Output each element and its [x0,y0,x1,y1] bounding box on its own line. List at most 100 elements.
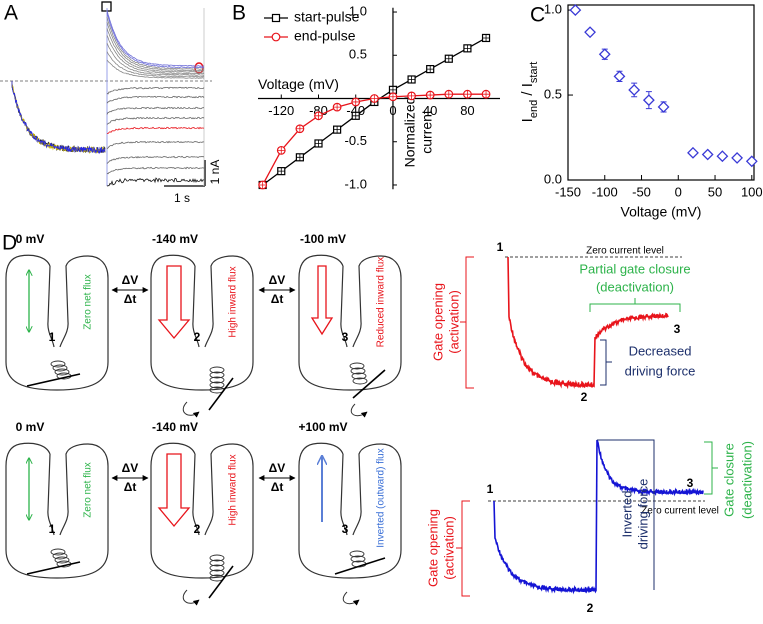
transition-label: ΔV [122,461,139,475]
legend-label: end-pulse [294,28,356,44]
trace [106,59,205,79]
y-axis-label: Iend / Istart [519,62,540,123]
y-tick-label: -0.5 [345,133,367,148]
gate-label: (deactivation) [596,279,674,294]
x-tick-label: 100 [741,184,763,199]
legend-label: start-pulse [294,9,360,25]
x-tick-label: -120 [268,103,294,118]
x-tick-label: -40 [346,103,365,118]
marker-cross [351,98,360,106]
marker-cross [426,91,434,99]
x-tick-label: 0 [389,103,396,118]
panel-label: D [2,232,17,255]
channel: 0 mV Zero net flux 1 [6,232,108,390]
transition-label: Δt [271,292,284,306]
trace [106,9,205,67]
flux-label: Reduced inward flux [376,257,387,348]
marker-cross [463,44,471,52]
marker-cross [407,92,416,100]
trace [106,21,204,72]
marker-cross [296,124,304,133]
state-label: 1 [487,482,494,496]
transition-label: Δt [271,480,284,494]
trace [106,140,205,149]
state-label: 1 [49,330,56,344]
driving-label: Decreased [629,343,692,358]
panel-label: C [530,4,545,27]
current-trace [507,256,669,390]
opening-label: (activation) [441,516,456,580]
transition-label: Δt [124,480,137,494]
gate-label: Partial gate closure [579,261,690,276]
x-axis-label: Voltage (mV) [258,76,339,92]
state-label: 2 [581,390,588,404]
marker-cross [408,75,416,83]
flux-label: High inward flux [228,266,239,337]
state-label: 3 [674,322,681,336]
marker-cross [463,90,472,98]
data-point [569,4,582,17]
voltage-label: +100 mV [298,420,347,434]
driving-label: driving force [635,479,650,550]
trace [106,177,205,187]
voltage-label: 0 mV [16,232,45,246]
channel: 0 mV Zero net flux 1 [6,420,108,578]
trace [106,95,205,104]
trace [106,28,205,73]
trace [106,86,205,95]
trace [11,81,106,154]
voltage-label: 0 mV [16,420,45,434]
data-point [584,26,596,39]
marker-cross [277,167,285,175]
driving-label: driving force [625,363,696,378]
marker-cross [389,86,397,94]
flux-label: Zero net flux [83,274,94,330]
trace [106,35,205,75]
zero-label: Zero current level [641,506,719,517]
opening-label: Gate opening [430,283,445,361]
trace [106,16,205,70]
y-axis-label: current [419,110,435,154]
driving-label: Inverted [619,491,634,538]
data-point [657,101,670,113]
legend-marker [271,32,281,42]
data-point [745,155,758,168]
panel-c: -150 -100 -50 0 50 100 0.0 0.5 1.0 Voltage (mV) Ie… [519,2,763,220]
transition-label: ΔV [269,461,286,475]
y-axis-label-part: I [519,118,536,122]
flux-label: Inverted (outward) flux [376,448,387,548]
channel: -100 mV Reduced inward flux 3 [299,232,401,418]
gate-label: (deactivation) [739,441,754,519]
data-point [628,84,641,96]
scale-label: 1 s [174,191,190,205]
panel-label: A [4,2,18,25]
trace [106,116,205,125]
x-tick-label: 40 [423,103,437,118]
state-label: 2 [194,522,201,536]
trace [106,106,205,115]
data-point [687,146,699,159]
y-axis-label-part: start [528,62,540,83]
panel-a: 1 nA 1 s [0,1,222,205]
legend-marker [271,13,281,23]
state-label: 3 [687,476,694,490]
x-tick-label: -150 [555,184,581,199]
state-label: 3 [342,522,349,536]
state-label: 2 [587,601,594,615]
state-label: 1 [497,240,504,254]
data-point [716,150,729,163]
trace [11,81,106,155]
y-tick-label: 1.0 [349,3,367,18]
y-tick-label: 1.0 [544,2,562,17]
scale-label: 1 nA [208,160,222,185]
marker-cross [258,181,267,189]
y-tick-label: 0.5 [544,86,562,101]
marker-cross [482,90,490,98]
x-tick-label: -100 [592,184,618,199]
x-tick-label: -50 [632,184,651,199]
marker-cross [314,111,323,120]
y-axis-label-part: end [528,100,540,118]
x-tick-label: 0 [675,184,682,199]
